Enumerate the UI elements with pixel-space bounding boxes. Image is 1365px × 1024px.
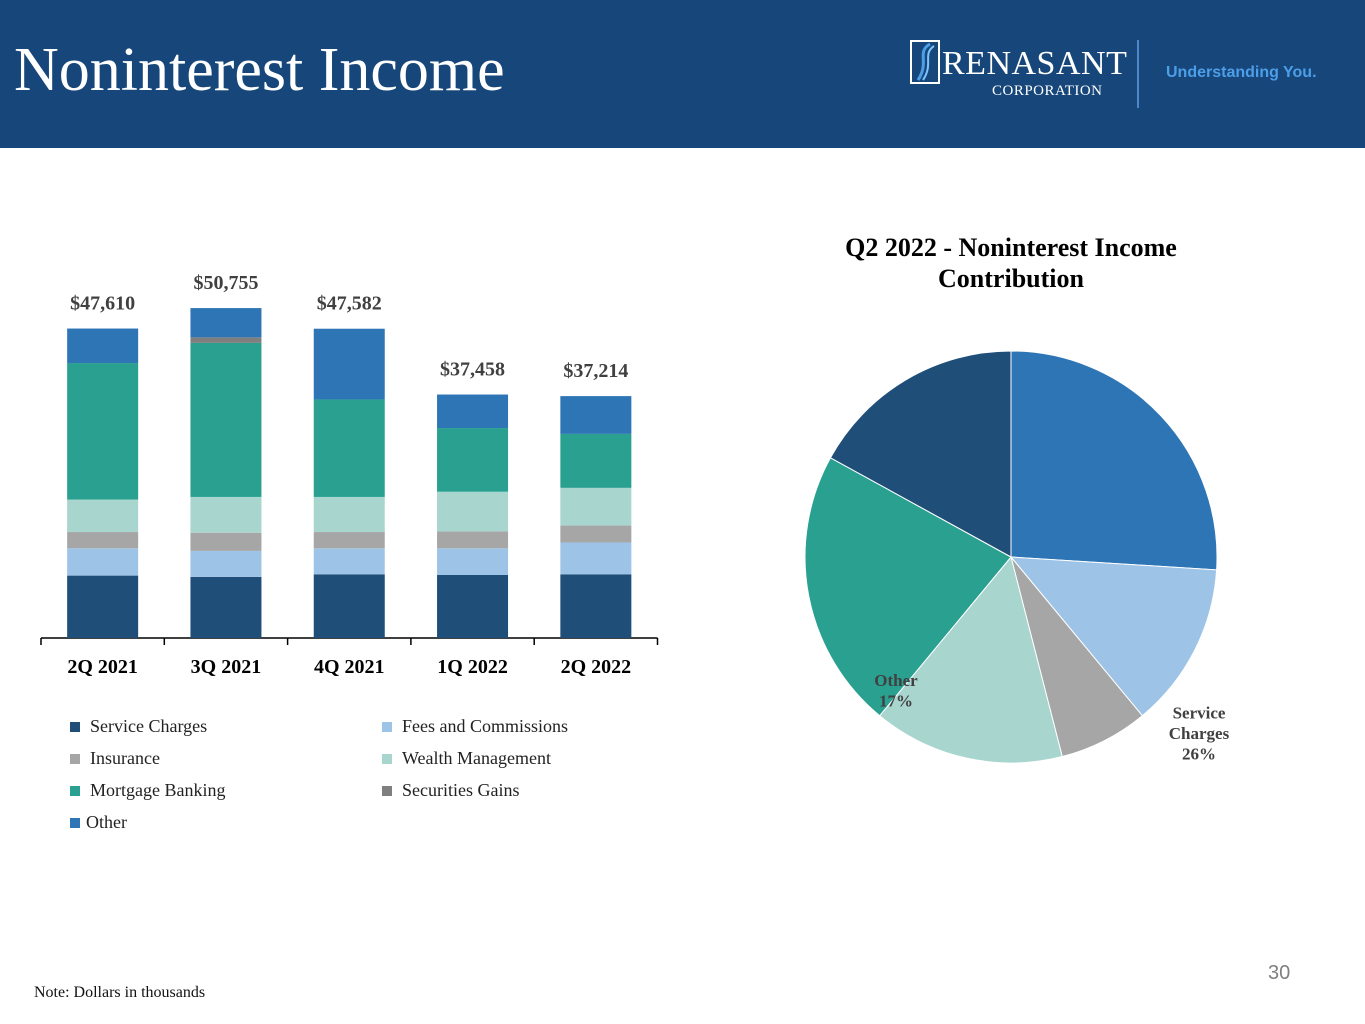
bar-segment-other [67, 328, 139, 364]
bar-segment-service-charges [67, 575, 139, 638]
footnote: Note: Dollars in thousands [34, 984, 206, 1001]
legend-item-wealth-management: Wealth Management [382, 748, 551, 769]
bar-segment-fees-and-commissions [313, 548, 385, 575]
bar-total-label: $47,582 [317, 293, 382, 315]
stacked-bar-chart: $47,610 2Q 2021 $50,755 3Q 2021 $47,582 4Q 20… [40, 272, 659, 678]
pie-slice-other [829, 350, 1012, 558]
bar-segment-wealth-management [190, 496, 262, 533]
x-tick-label: 2Q 2022 [561, 656, 632, 678]
bar-segment-service-charges [437, 574, 509, 638]
bar-segment-mortgage-banking [190, 342, 262, 497]
x-tick-label: 3Q 2021 [191, 656, 262, 678]
bar-segment-mortgage-banking [437, 428, 509, 492]
pie-chart: Q2 2022 - Noninterest IncomeContribution… [804, 233, 1230, 764]
logo-divider [1137, 40, 1139, 108]
renasant-emblem-icon [910, 40, 940, 84]
bar-total-label: $37,458 [440, 359, 505, 381]
bar-total-label: $50,755 [193, 272, 258, 294]
bar-segment-securities-gains [190, 337, 262, 343]
bar-segment-fees-and-commissions [190, 550, 262, 577]
bar-chart-legend: Service Charges Fees and Commissions Ins… [70, 716, 670, 844]
legend-swatch [70, 817, 80, 828]
pie-title: Contribution [938, 264, 1084, 293]
x-tick-label: 1Q 2022 [437, 656, 508, 678]
pie-title: Q2 2022 - Noninterest Income [845, 233, 1177, 262]
bar-segment-wealth-management [67, 499, 139, 533]
bar-segment-other [437, 394, 509, 429]
bar-segment-fees-and-commissions [67, 548, 139, 576]
bar-segment-mortgage-banking [67, 363, 139, 500]
pie-category-label: Other [874, 671, 918, 690]
bar-segment-wealth-management [560, 487, 632, 526]
pie-category-label: Service [1173, 704, 1226, 723]
bar-segment-service-charges [560, 574, 632, 638]
logo-tagline: Understanding You. [1166, 64, 1317, 81]
bar-segment-fees-and-commissions [560, 542, 632, 575]
bar-total-label: $47,610 [70, 293, 135, 315]
legend-swatch [70, 785, 80, 796]
bar-segment-wealth-management [437, 491, 509, 532]
x-tick-label: 4Q 2021 [314, 656, 385, 678]
legend-item-mortgage-banking: Mortgage Banking [70, 780, 225, 801]
legend-swatch [382, 721, 392, 732]
logo-name: RENASANT [942, 45, 1128, 82]
bar-segment-insurance [560, 525, 632, 543]
bar-segment-service-charges [313, 574, 385, 638]
legend-item-other: Other [70, 812, 127, 833]
legend-swatch [382, 785, 392, 796]
company-logo: RENASANT CORPORATION Understanding You. [908, 38, 1328, 110]
legend-item-fees-and-commissions: Fees and Commissions [382, 716, 568, 737]
pie-pct-label: 17% [879, 691, 913, 710]
legend-label: Securities Gains [402, 780, 520, 800]
bar-segment-insurance [67, 532, 139, 549]
bar-segment-fees-and-commissions [437, 548, 509, 575]
legend-item-service-charges: Service Charges [70, 716, 207, 737]
legend-label: Other [86, 812, 127, 832]
legend-item-securities-gains: Securities Gains [382, 780, 519, 801]
legend-label: Insurance [90, 748, 160, 768]
legend-label: Mortgage Banking [90, 780, 226, 800]
bar-segment-mortgage-banking [313, 399, 385, 497]
legend-swatch [70, 721, 80, 732]
pie-slice-mortgage-banking [804, 457, 1012, 717]
pie-category-label: Charges [1169, 724, 1230, 743]
logo-subtitle: CORPORATION [992, 83, 1103, 99]
bar-segment-other [190, 308, 262, 338]
page-number: 30 [1268, 962, 1291, 984]
legend-label: Fees and Commissions [402, 716, 569, 736]
legend-label: Service Charges [90, 716, 208, 736]
legend-label: Wealth Management [402, 748, 551, 768]
pie-pct-label: 26% [1182, 745, 1216, 764]
bar-segment-service-charges [190, 576, 262, 638]
bar-segment-other [560, 396, 632, 434]
legend-swatch [70, 753, 80, 764]
bar-segment-wealth-management [313, 496, 385, 533]
legend-item-insurance: Insurance [70, 748, 160, 769]
pie-slice-fees-and-commissions [1009, 556, 1218, 717]
bar-total-label: $37,214 [563, 360, 628, 382]
bar-segment-insurance [190, 532, 262, 551]
bar-segment-insurance [313, 532, 385, 549]
x-tick-label: 2Q 2021 [67, 656, 138, 678]
bar-segment-mortgage-banking [560, 433, 632, 488]
bar-segment-other [313, 328, 385, 400]
header-bar: Noninterest Income RENASANT CORPORATION … [0, 0, 1365, 148]
bar-segment-insurance [437, 531, 509, 549]
pie-slice-wealth-management [878, 555, 1063, 764]
legend-swatch [382, 753, 392, 764]
pie-slice-service-charges [1010, 350, 1218, 571]
page-title: Noninterest Income [14, 36, 505, 104]
